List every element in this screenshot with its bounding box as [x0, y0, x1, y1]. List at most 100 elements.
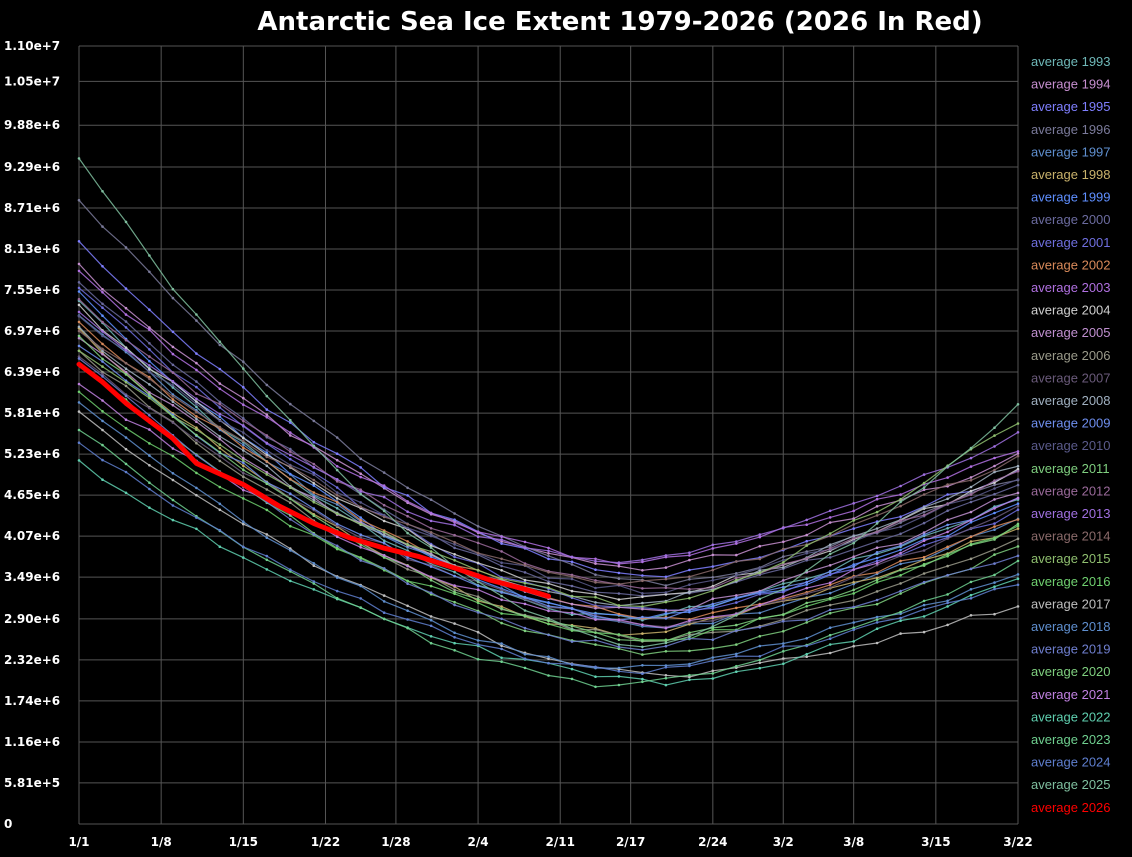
- data-point: [735, 670, 738, 673]
- data-point: [782, 585, 785, 589]
- data-point: [852, 568, 855, 571]
- data-point: [993, 612, 996, 616]
- data-point: [641, 592, 644, 595]
- data-point: [805, 621, 808, 624]
- data-point: [735, 594, 738, 597]
- data-point: [77, 281, 81, 284]
- data-point: [547, 549, 550, 553]
- data-point: [594, 643, 597, 646]
- data-point: [570, 595, 574, 598]
- data-point: [782, 590, 785, 594]
- data-point: [523, 581, 527, 585]
- data-point: [242, 424, 245, 427]
- data-point: [805, 609, 808, 612]
- data-point: [453, 574, 456, 578]
- data-point: [735, 652, 738, 656]
- data-point: [148, 396, 151, 400]
- data-point: [547, 571, 550, 574]
- legend-entry: average 2017: [1031, 596, 1111, 611]
- data-point: [171, 363, 175, 367]
- data-point: [993, 470, 996, 474]
- data-point: [195, 385, 198, 389]
- data-point: [711, 576, 715, 579]
- series-average-2015: [77, 349, 1020, 608]
- data-point: [852, 605, 855, 609]
- data-point: [406, 540, 409, 543]
- data-point: [312, 465, 316, 469]
- y-tick-label: 0: [4, 817, 12, 831]
- data-point: [570, 560, 574, 564]
- data-point: [899, 519, 902, 522]
- data-point: [828, 532, 832, 535]
- data-point: [852, 541, 855, 545]
- data-point: [1016, 454, 1020, 458]
- legend-entry: average 2007: [1031, 370, 1111, 385]
- data-point: [1016, 524, 1020, 528]
- x-tick-label: 2/24: [698, 835, 727, 849]
- data-point: [171, 478, 175, 482]
- x-tick-label: 1/22: [311, 835, 340, 849]
- data-point: [735, 578, 738, 582]
- data-point: [312, 580, 316, 583]
- data-point: [1016, 496, 1020, 500]
- data-point: [758, 597, 762, 601]
- data-point: [664, 586, 668, 590]
- data-point: [77, 336, 81, 340]
- data-point: [289, 418, 292, 422]
- data-point: [875, 522, 879, 525]
- data-point: [289, 453, 292, 457]
- data-point: [735, 542, 738, 545]
- data-point: [899, 592, 902, 595]
- data-point: [148, 506, 151, 510]
- data-point: [429, 635, 433, 638]
- data-point: [195, 352, 198, 355]
- data-point: [875, 505, 879, 508]
- data-point: [429, 591, 433, 594]
- data-point: [805, 518, 808, 522]
- data-point: [359, 505, 363, 509]
- data-point: [899, 616, 902, 620]
- data-point: [852, 519, 855, 522]
- data-point: [875, 497, 879, 501]
- data-point: [969, 493, 973, 496]
- data-point: [359, 533, 363, 536]
- data-point: [77, 355, 81, 358]
- y-tick-label: 4.07e+6: [4, 529, 60, 543]
- data-point: [523, 546, 527, 550]
- data-point: [171, 447, 175, 450]
- data-point: [969, 465, 973, 468]
- data-point: [242, 449, 245, 452]
- chart-title: Antarctic Sea Ice Extent 1979-2026 (2026…: [257, 7, 982, 37]
- data-point: [922, 506, 926, 509]
- data-point: [711, 547, 715, 550]
- data-point: [265, 453, 269, 457]
- data-point: [335, 491, 339, 494]
- data-point: [547, 546, 550, 550]
- data-point: [335, 458, 339, 462]
- data-point: [500, 540, 503, 543]
- data-point: [476, 569, 480, 572]
- data-point: [735, 574, 738, 577]
- data-point: [242, 419, 245, 423]
- series-average-2020: [77, 334, 1020, 643]
- data-point: [875, 571, 879, 574]
- legend: average 1993 average 1994 average 1995 aver…: [1031, 54, 1111, 815]
- data-point: [265, 449, 269, 452]
- data-point: [101, 360, 104, 363]
- legend-entry: average 2024: [1031, 755, 1111, 770]
- series-average-2018: [77, 401, 1020, 670]
- data-point: [382, 495, 386, 499]
- data-point: [875, 602, 879, 606]
- data-point: [382, 600, 386, 603]
- data-point: [124, 220, 128, 224]
- y-tick-label: 4.65e+6: [4, 488, 60, 502]
- data-point: [688, 578, 691, 581]
- data-point: [242, 522, 245, 526]
- data-point: [359, 516, 363, 519]
- data-point: [852, 523, 855, 526]
- data-point: [993, 507, 996, 510]
- data-point: [242, 459, 245, 462]
- data-point: [875, 578, 879, 582]
- data-point: [828, 583, 832, 587]
- data-point: [570, 575, 574, 578]
